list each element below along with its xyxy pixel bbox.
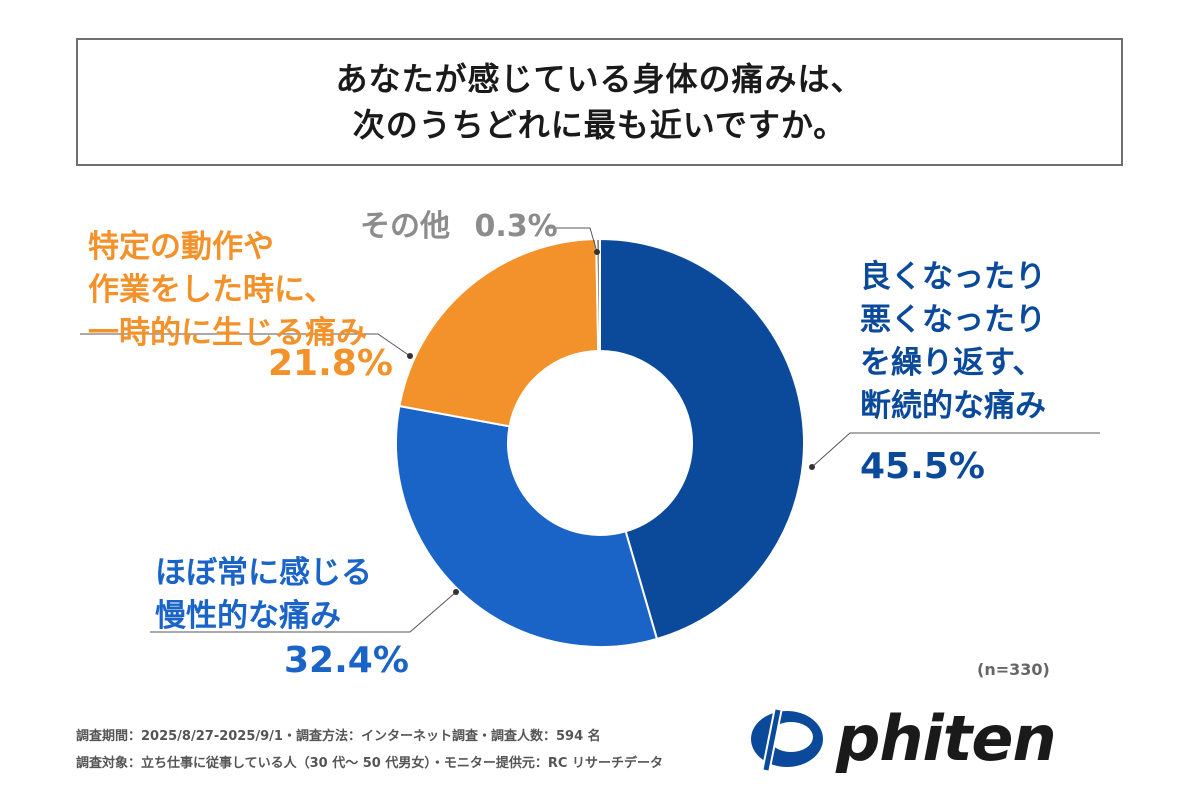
donut-slices <box>395 237 805 648</box>
label-intermittent-pain: 良くなったり 悪くなったり を繰り返す、 断続的な痛み <box>860 256 1046 428</box>
footer-survey-period: 調査期間：2025/8/27-2025/9/1・調査方法：インターネット調査・調… <box>76 729 601 744</box>
leader-chronic-dot <box>453 589 459 595</box>
label-line: 作業をした時に、 <box>88 272 336 308</box>
label-other: その他 0.3% <box>360 205 558 248</box>
chart-title-line-2: 次のうちどれに最も近いですか。 <box>352 106 847 144</box>
label-temporary-pain: 特定の動作や 作業をした時に、 一時的に生じる痛み <box>88 226 367 355</box>
label-line: ほぼ常に感じる <box>155 555 372 591</box>
leader-temporary-dot <box>407 353 413 359</box>
leader-other-dot <box>594 249 600 255</box>
title-box: あなたが感じている身体の痛みは、 次のうちどれに最も近いですか。 <box>76 38 1123 166</box>
sample-size: (n=330) <box>977 660 1050 679</box>
leader-lines <box>80 227 1100 633</box>
label-line: 良くなったり <box>860 259 1046 295</box>
phiten-logo: phiten <box>748 702 1057 775</box>
value-label-temporary: 21.8% <box>268 343 393 384</box>
label-other-name: その他 <box>360 209 450 244</box>
label-line: 慢性的な痛み <box>155 598 341 634</box>
label-line: 悪くなったり <box>860 302 1046 338</box>
label-chronic-pain: ほぼ常に感じる 慢性的な痛み <box>155 552 372 638</box>
leader-intermittent-dot <box>809 464 815 470</box>
leader-temporary <box>80 333 411 357</box>
leader-intermittent <box>811 432 1100 468</box>
chart-title-line-1: あなたが感じている身体の痛みは、 <box>335 60 864 98</box>
label-line: を繰り返す、 <box>860 345 1044 381</box>
value-label-chronic: 32.4% <box>284 640 409 681</box>
leader-other <box>548 227 598 253</box>
slice-other <box>595 237 601 353</box>
phiten-logo-mark <box>751 709 823 771</box>
footer-survey-target: 調査対象：立ち仕事に従事している人（30 代～ 50 代男女）・モニター提供元：… <box>76 756 663 771</box>
label-line: 断続的な痛み <box>860 388 1046 424</box>
brand-wordmark: phiten <box>836 702 1057 775</box>
leader-chronic <box>150 591 457 633</box>
value-label-other: 0.3% <box>474 209 558 244</box>
slice-temporary <box>398 238 600 428</box>
label-line: 特定の動作や <box>88 229 274 265</box>
label-line: 一時的に生じる痛み <box>88 315 367 351</box>
value-label-intermittent: 45.5% <box>860 446 985 487</box>
slice-chronic <box>395 404 659 648</box>
slice-intermittent <box>599 237 805 641</box>
